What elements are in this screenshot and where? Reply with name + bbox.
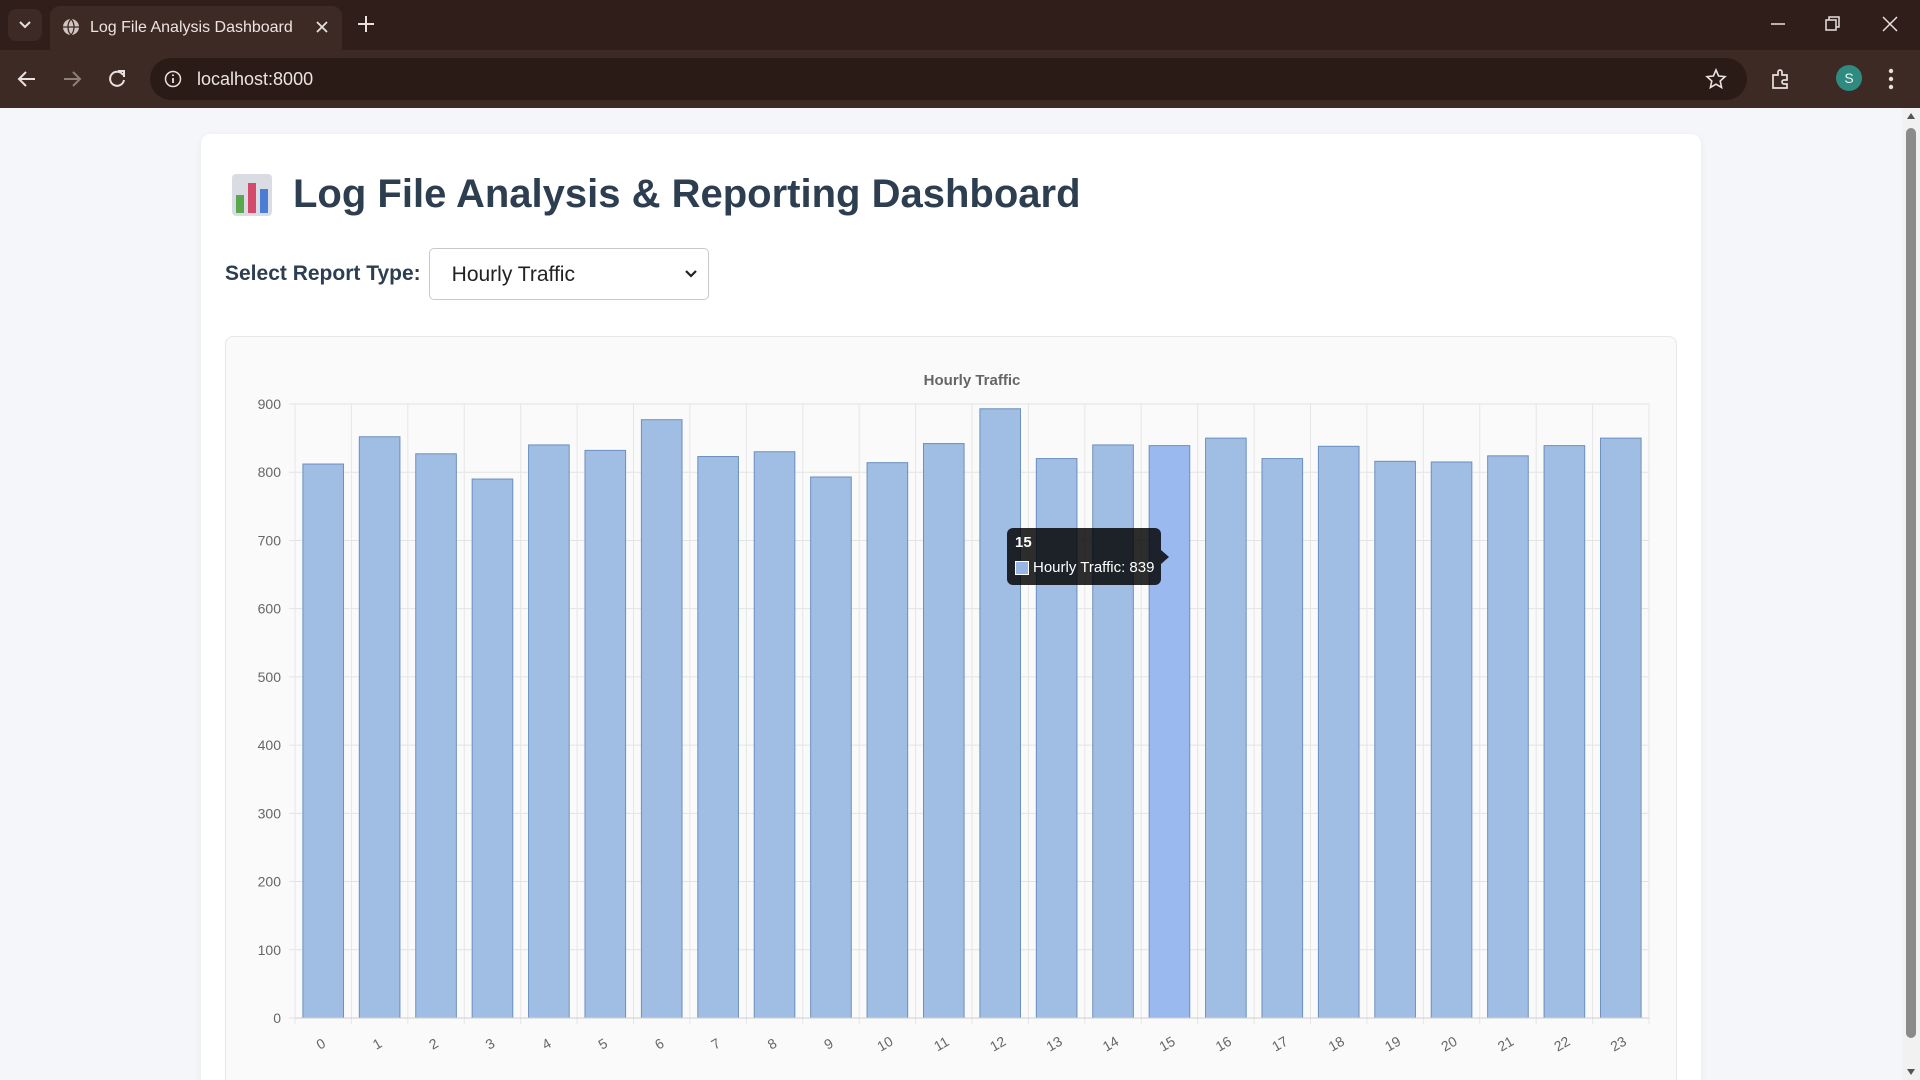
y-tick-label: 700 — [258, 532, 282, 548]
x-tick-label: 12 — [987, 1033, 1009, 1055]
x-tick-label: 16 — [1213, 1033, 1235, 1055]
x-tick-label: 19 — [1382, 1033, 1404, 1055]
x-tick-label: 10 — [874, 1033, 896, 1055]
report-type-value: Hourly Traffic — [451, 263, 575, 286]
y-tick-label: 900 — [258, 396, 282, 412]
bar-hour-19[interactable] — [1374, 460, 1416, 1019]
bookmark-star-icon[interactable] — [1705, 68, 1727, 90]
scroll-down-arrow-icon[interactable] — [1906, 1068, 1916, 1076]
bar-hour-17[interactable] — [1261, 458, 1304, 1019]
bar-hour-10[interactable] — [866, 462, 909, 1019]
y-tick-label: 100 — [258, 942, 282, 958]
restore-icon[interactable] — [1823, 14, 1843, 34]
back-arrow-icon[interactable] — [16, 68, 38, 90]
chart-title: Hourly Traffic — [924, 372, 1021, 389]
y-tick-label: 200 — [258, 874, 282, 890]
x-tick-label: 9 — [821, 1035, 836, 1053]
x-tick-label: 23 — [1608, 1033, 1630, 1055]
bar-hour-0[interactable] — [302, 463, 345, 1019]
bar-hour-11[interactable] — [922, 443, 965, 1019]
page-title: Log File Analysis & Reporting Dashboard — [293, 172, 1081, 216]
x-tick-label: 11 — [931, 1033, 952, 1054]
bar-hour-21[interactable] — [1487, 455, 1529, 1019]
x-tick-label: 18 — [1325, 1033, 1347, 1055]
report-type-select[interactable]: Hourly Traffic — [428, 248, 709, 300]
tooltip-title: 15 — [1015, 534, 1032, 551]
bar-hour-9[interactable] — [810, 476, 852, 1019]
bar-hour-18[interactable] — [1317, 445, 1360, 1019]
tooltip-label: Hourly Traffic: 839 — [1033, 559, 1155, 576]
x-tick-label: 2 — [426, 1035, 441, 1053]
bar-hour-2[interactable] — [415, 453, 457, 1019]
new-tab-plus-icon[interactable] — [354, 12, 378, 36]
window-close-icon[interactable] — [1880, 14, 1900, 34]
reload-icon[interactable] — [106, 68, 128, 90]
tab-title: Log File Analysis Dashboard — [90, 19, 293, 36]
x-tick-label: 4 — [539, 1035, 554, 1053]
y-tick-label: 400 — [258, 737, 282, 753]
x-tick-label: 20 — [1438, 1033, 1460, 1055]
bar-hour-7[interactable] — [697, 456, 739, 1019]
extensions-puzzle-icon[interactable] — [1769, 67, 1793, 91]
more-menu-icon[interactable] — [1887, 67, 1895, 91]
bar-hour-5[interactable] — [584, 449, 627, 1019]
x-tick-label: 13 — [1043, 1033, 1065, 1055]
x-tick-label: 7 — [708, 1035, 723, 1053]
bar-hour-16[interactable] — [1205, 437, 1247, 1019]
x-tick-label: 17 — [1269, 1033, 1291, 1055]
bar-chart-icon — [232, 173, 272, 216]
bar-hour-6[interactable] — [640, 419, 683, 1019]
bar-hour-1[interactable] — [358, 436, 401, 1019]
globe-icon — [63, 18, 79, 36]
bar-hour-4[interactable] — [528, 444, 570, 1019]
y-tick-label: 500 — [258, 669, 282, 685]
x-tick-label: 6 — [652, 1035, 667, 1053]
scrollbar-thumb[interactable] — [1906, 128, 1916, 1038]
chart-tooltip: 15 Hourly Traffic: 839 — [1007, 528, 1169, 585]
hourly-traffic-chart[interactable]: Hourly Traffic01002003004005006007008009… — [226, 337, 1678, 1080]
bar-hour-20[interactable] — [1430, 461, 1473, 1019]
browser-tab-bar: Log File Analysis Dashboard — [0, 0, 1920, 50]
address-bar[interactable]: localhost:8000 — [150, 58, 1747, 100]
y-tick-label: 300 — [258, 805, 282, 821]
x-tick-label: 3 — [483, 1035, 498, 1053]
report-control-row: Select Report Type: Hourly Traffic — [225, 248, 709, 300]
page-viewport: Log File Analysis & Reporting Dashboard … — [0, 108, 1902, 1080]
x-tick-label: 5 — [595, 1035, 610, 1053]
browser-tab[interactable]: Log File Analysis Dashboard — [50, 6, 342, 50]
chevron-down-icon — [19, 21, 31, 29]
tooltip-swatch — [1015, 561, 1029, 575]
bar-hour-12[interactable] — [979, 408, 1022, 1019]
forward-arrow-icon[interactable] — [61, 68, 83, 90]
tab-search-button[interactable] — [8, 9, 42, 41]
profile-avatar[interactable]: S — [1836, 65, 1862, 91]
bar-hour-23[interactable] — [1599, 437, 1642, 1019]
minimize-icon[interactable] — [1768, 14, 1788, 34]
x-tick-label: 21 — [1495, 1033, 1517, 1055]
report-type-label: Select Report Type: — [225, 262, 421, 285]
x-tick-label: 8 — [765, 1035, 780, 1053]
title-row: Log File Analysis & Reporting Dashboard — [231, 172, 1081, 217]
y-tick-label: 800 — [258, 464, 282, 480]
y-tick-label: 600 — [258, 601, 282, 617]
page-scrollbar[interactable] — [1902, 108, 1920, 1080]
chevron-down-icon — [684, 270, 697, 278]
y-tick-label: 0 — [273, 1010, 281, 1026]
dashboard-card: Log File Analysis & Reporting Dashboard … — [201, 134, 1701, 1080]
bar-hour-8[interactable] — [753, 451, 796, 1019]
bar-hour-3[interactable] — [471, 478, 514, 1019]
x-tick-label: 0 — [313, 1035, 328, 1053]
x-tick-label: 22 — [1551, 1033, 1573, 1055]
bar-hour-22[interactable] — [1543, 445, 1586, 1019]
url-text: localhost:8000 — [197, 69, 314, 89]
scroll-up-arrow-icon[interactable] — [1906, 112, 1916, 120]
browser-toolbar: localhost:8000 S — [0, 50, 1920, 108]
site-info-icon[interactable] — [164, 70, 182, 88]
x-tick-label: 1 — [370, 1035, 385, 1053]
x-tick-label: 14 — [1100, 1033, 1122, 1055]
close-icon[interactable] — [314, 19, 330, 35]
chart-container: Hourly Traffic 0 100 200 300 400 500 600 700 800 9… — [225, 336, 1677, 1080]
x-tick-label: 15 — [1156, 1033, 1178, 1055]
